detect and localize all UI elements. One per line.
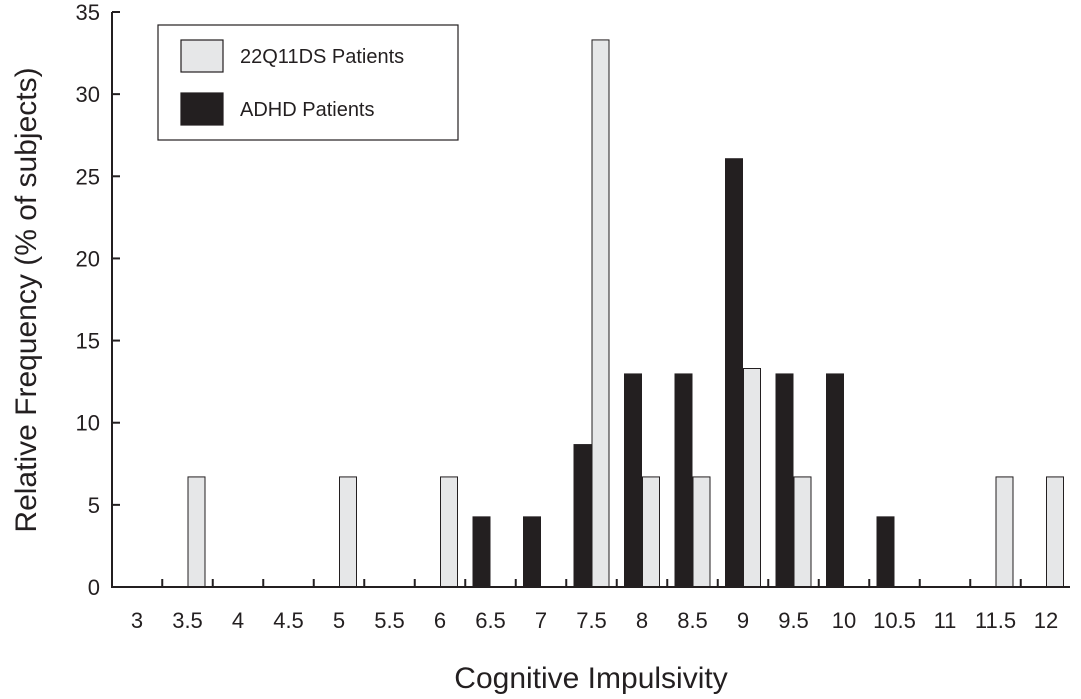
x-tick-label: 10.5 bbox=[873, 608, 916, 633]
y-axis-ticks: 0 5 10 15 20 25 30 35 bbox=[76, 0, 120, 600]
y-tick-label: 5 bbox=[88, 493, 100, 518]
bar-adhd bbox=[573, 444, 592, 587]
x-tick-label: 3 bbox=[131, 608, 143, 633]
x-tick-label: 9 bbox=[737, 608, 749, 633]
legend: 22Q11DS Patients ADHD Patients bbox=[157, 24, 459, 141]
bars bbox=[187, 39, 1064, 588]
bar-adhd bbox=[826, 373, 844, 587]
y-axis-title: Relative Frequency (% of subjects) bbox=[10, 67, 43, 532]
bar-22q11ds bbox=[642, 476, 660, 588]
bar-adhd bbox=[775, 373, 794, 587]
y-tick-label: 35 bbox=[76, 0, 100, 25]
legend-swatch-adhd bbox=[180, 92, 224, 126]
x-tick-label: 7 bbox=[535, 608, 547, 633]
bar-22q11ds bbox=[591, 39, 610, 588]
x-axis-title: Cognitive Impulsivity bbox=[454, 662, 727, 695]
x-tick-label: 10 bbox=[832, 608, 856, 633]
x-tick-label: 5 bbox=[333, 608, 345, 633]
bar-adhd bbox=[523, 516, 541, 587]
bar-22q11ds bbox=[995, 476, 1014, 588]
x-tick-label: 11 bbox=[934, 608, 957, 633]
x-tick-label: 8.5 bbox=[677, 608, 708, 633]
bar-22q11ds bbox=[440, 476, 458, 588]
legend-label-22q11ds: 22Q11DS Patients bbox=[240, 46, 404, 68]
y-tick-label: 10 bbox=[76, 411, 100, 436]
x-tick-label: 6.5 bbox=[475, 608, 506, 633]
x-tick-label: 4.5 bbox=[273, 608, 304, 633]
x-tick-label: 3.5 bbox=[172, 608, 203, 633]
legend-swatch-22q11ds bbox=[180, 39, 224, 73]
bar-22q11ds bbox=[1046, 476, 1064, 588]
y-tick-label: 0 bbox=[88, 575, 100, 600]
bar-adhd bbox=[725, 158, 743, 587]
bar-adhd bbox=[472, 516, 491, 587]
x-tick-label: 7.5 bbox=[576, 608, 607, 633]
y-tick-label: 30 bbox=[76, 82, 100, 107]
bar-22q11ds bbox=[692, 476, 711, 588]
x-axis-ticks: 3 3.5 4 4.5 5 5.5 6 6.5 7 7.5 8 8.5 9 9.5 10 10.5 11 11.5… bbox=[131, 579, 1058, 633]
bar-22q11ds bbox=[743, 368, 761, 588]
bar-adhd bbox=[876, 516, 895, 587]
x-tick-label: 11.5 bbox=[975, 608, 1016, 633]
legend-label-adhd: ADHD Patients bbox=[240, 99, 375, 121]
x-tick-label: 8 bbox=[636, 608, 648, 633]
bar-22q11ds bbox=[793, 476, 812, 588]
bar-adhd bbox=[624, 373, 642, 587]
y-tick-label: 20 bbox=[76, 246, 100, 271]
x-tick-label: 5.5 bbox=[374, 608, 405, 633]
x-tick-label: 12 bbox=[1034, 608, 1058, 633]
y-tick-label: 25 bbox=[76, 164, 100, 189]
bar-22q11ds bbox=[187, 476, 206, 588]
x-tick-label: 6 bbox=[434, 608, 446, 633]
y-tick-label: 15 bbox=[76, 329, 100, 354]
bar-adhd bbox=[674, 373, 693, 587]
x-tick-label: 9.5 bbox=[778, 608, 809, 633]
bar-22q11ds bbox=[339, 476, 357, 588]
x-tick-label: 4 bbox=[232, 608, 244, 633]
